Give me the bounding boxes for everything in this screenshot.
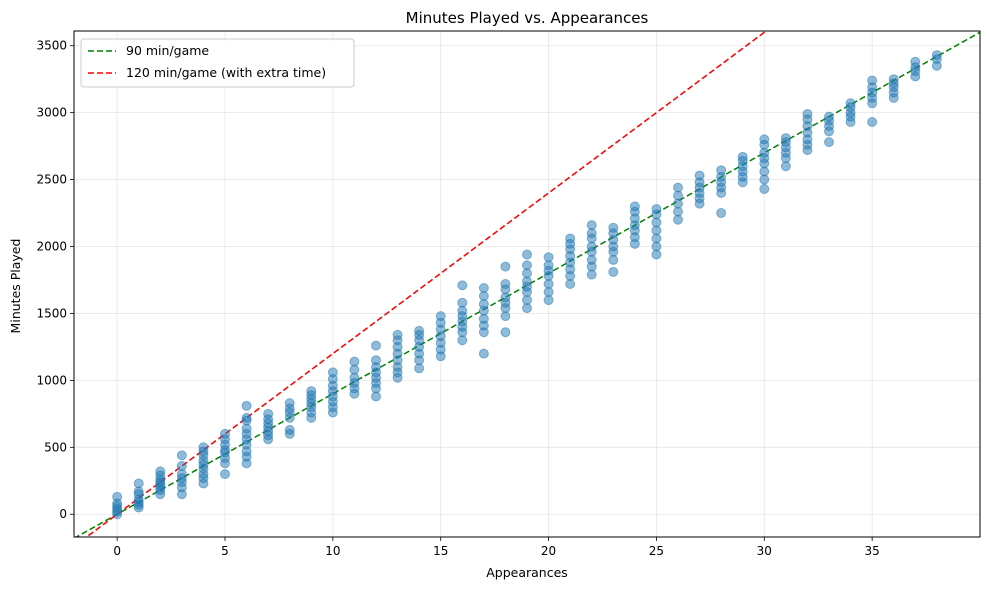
scatter-point — [694, 170, 705, 181]
x-tick-label: 35 — [865, 544, 880, 558]
scatter-point — [608, 222, 619, 233]
scatter-point — [284, 424, 295, 435]
x-tick-label: 0 — [113, 544, 121, 558]
scatter-point — [284, 398, 295, 409]
x-axis-ticks: 0 5 10 15 20 25 30 35 — [113, 537, 880, 558]
scatter-point — [500, 279, 511, 289]
plot-frame — [73, 30, 981, 538]
x-axis-label: Appearances — [486, 565, 568, 580]
scatter-point — [910, 56, 921, 67]
scatter-point — [435, 311, 446, 322]
scatter-point — [457, 297, 468, 308]
y-tick-label: 2500 — [36, 173, 67, 187]
scatter-point — [888, 74, 899, 85]
legend-box — [80, 38, 355, 88]
scatter-point — [500, 261, 511, 272]
scatter-point — [392, 329, 403, 340]
scatter-point — [349, 356, 360, 367]
scatter-point — [824, 137, 834, 148]
scatter-point — [155, 466, 166, 477]
scatter-point — [176, 461, 187, 472]
scatter-point — [867, 117, 878, 128]
scatter-point — [500, 327, 511, 338]
scatter-point — [241, 412, 252, 423]
scatter-point — [457, 280, 468, 291]
scatter-point — [716, 165, 727, 176]
grid — [74, 31, 980, 537]
scatter-point — [133, 478, 144, 489]
x-tick-label: 15 — [433, 544, 448, 558]
scatter-point — [371, 355, 381, 366]
legend: 90 min/game 120 min/game (with extra tim… — [80, 38, 355, 88]
scatter-point — [543, 252, 554, 263]
y-tick-label: 3500 — [36, 39, 67, 53]
scatter-point — [220, 469, 230, 480]
scatter-point — [371, 340, 381, 351]
scatter-point — [220, 428, 230, 439]
y-tick-label: 1500 — [36, 306, 67, 320]
x-tick-label: 30 — [757, 544, 772, 558]
scatter-point — [565, 233, 576, 244]
scatter-point — [629, 201, 640, 212]
y-axis-ticks: 0 500 1000 1500 2000 2500 3000 3500 — [36, 39, 74, 521]
scatter-point — [522, 260, 532, 271]
scatter-point — [716, 208, 727, 219]
scatter-point — [241, 400, 252, 411]
y-tick-label: 500 — [44, 440, 67, 454]
scatter-point — [824, 111, 834, 122]
scatter-point — [780, 133, 791, 144]
y-tick-label: 1000 — [36, 373, 67, 387]
scatter-point — [478, 348, 489, 359]
scatter-point — [845, 98, 856, 109]
scatter-point — [759, 134, 770, 145]
scatter-point — [802, 108, 813, 119]
chart-title: Minutes Played vs. Appearances — [406, 9, 649, 27]
x-tick-label: 10 — [325, 544, 340, 558]
legend-label-90: 90 min/game — [126, 43, 209, 58]
scatter-point — [737, 151, 748, 162]
scatter-point — [673, 182, 683, 193]
y-tick-label: 3000 — [36, 106, 67, 120]
scatter-point — [112, 491, 123, 502]
legend-label-120: 120 min/game (with extra time) — [126, 65, 326, 80]
x-tick-label: 25 — [649, 544, 664, 558]
scatter-points — [112, 50, 942, 520]
scatter-point — [651, 204, 662, 215]
scatter-point — [176, 450, 187, 461]
scatter-point — [414, 325, 425, 336]
y-tick-label: 0 — [59, 507, 67, 521]
scatter-point — [867, 75, 878, 86]
scatter-point — [198, 442, 209, 453]
scatter-point — [608, 266, 619, 277]
scatter-point — [522, 249, 532, 260]
scatter-point — [931, 50, 942, 61]
scatter-point — [306, 386, 317, 397]
scatter-point — [263, 408, 274, 419]
scatter-point — [327, 367, 338, 378]
scatter-point — [478, 283, 489, 294]
y-tick-label: 2000 — [36, 240, 67, 254]
y-axis-label: Minutes Played — [8, 239, 23, 334]
scatter-point — [759, 183, 770, 194]
x-tick-label: 20 — [541, 544, 556, 558]
x-tick-label: 5 — [221, 544, 229, 558]
scatter-point — [586, 220, 597, 231]
